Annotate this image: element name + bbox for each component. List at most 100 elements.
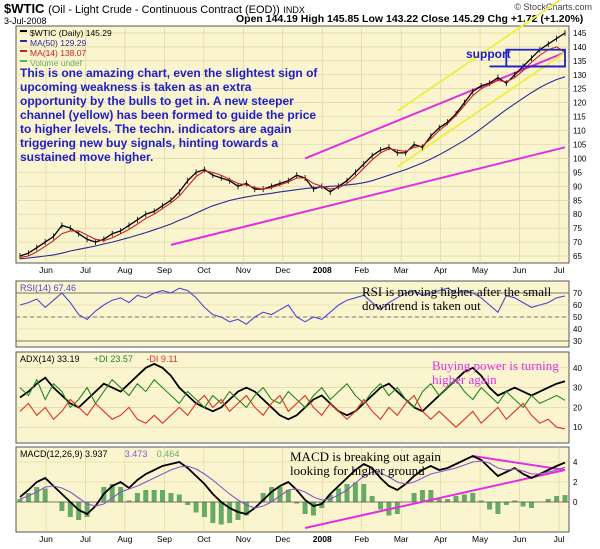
legend-entry: MA(50) 129.29 (30, 38, 86, 48)
macd-histogram-bar (352, 482, 358, 502)
x-tick-label-macd: Jun (39, 534, 53, 544)
x-tick-label-price: Jul (80, 265, 91, 275)
macd-histogram-bar (201, 502, 207, 517)
x-tick-label-price: Aug (117, 265, 132, 275)
legend-entry: 3.473 (125, 449, 148, 459)
macd-histogram-bar (361, 484, 367, 502)
y-tick-label-price: 145 (573, 29, 587, 38)
y-tick-label-rsi: 70 (573, 289, 582, 298)
macd-histogram-bar (218, 502, 224, 525)
macd-histogram-bar (294, 502, 300, 504)
trendline-upper-channel (304, 51, 566, 160)
macd-histogram-bar (445, 499, 451, 502)
macd-histogram-bar (285, 490, 291, 502)
macd-histogram-bar (470, 493, 476, 502)
x-tick-label-price: Feb (354, 265, 369, 275)
macd-histogram-bar (453, 496, 459, 502)
x-tick-label-macd: Dec (275, 534, 291, 544)
legend-entry: +DI 23.57 (94, 354, 133, 364)
x-tick-label-macd: Oct (197, 534, 211, 544)
macd-histogram-bar (512, 500, 518, 502)
x-tick-label-price: Jun (39, 265, 53, 275)
x-tick-label-macd: Jul (80, 534, 91, 544)
series-line-macd (19, 455, 566, 516)
symbol-name: (Oil - Light Crude - Continuous Contract… (48, 4, 280, 16)
x-tick-label-macd: 2008 (313, 534, 332, 544)
macd-histogram-bar (59, 502, 65, 511)
y-tick-label-price: 125 (573, 85, 587, 94)
macd-annotation: MACD is breaking out again looking for h… (290, 449, 441, 478)
x-tick-label-macd: Mar (394, 534, 409, 544)
x-tick-label-price: Jun (513, 265, 527, 275)
macd-histogram-bar (478, 500, 484, 502)
x-tick-label-price: 2008 (313, 265, 332, 275)
y-tick-label-price: 75 (573, 224, 582, 233)
adx-panel (15, 351, 570, 444)
trendline-macd-support (304, 469, 566, 529)
x-tick-label-macd: Sep (157, 534, 172, 544)
x-tick-label-macd: Feb (354, 534, 369, 544)
series-line-plus_di (19, 378, 566, 409)
y-tick-label-rsi: 30 (573, 337, 582, 346)
macd-histogram-bar (227, 502, 233, 523)
trendline-yellow-lower (396, 51, 566, 168)
y-tick-label-price: 130 (573, 71, 587, 80)
macd-histogram-bar (562, 495, 568, 502)
y-tick-label-adx: 10 (573, 423, 582, 432)
y-tick-label-price: 140 (573, 43, 587, 52)
series-line-ma50 (19, 76, 566, 260)
macd-histogram-bar (327, 494, 333, 502)
y-tick-label-price: 100 (573, 154, 587, 163)
macd-histogram-bar (151, 490, 157, 502)
macd-histogram-bar (344, 484, 350, 502)
macd-histogram-bar (378, 502, 384, 510)
macd-histogram-bar (193, 502, 199, 513)
macd-histogram-bar (25, 493, 31, 502)
trendline-macd-downtrend (472, 455, 566, 471)
symbol-title: $WTIC (Oil - Light Crude - Continuous Co… (4, 1, 305, 16)
macd-histogram-bar (17, 499, 23, 502)
legend-entry: ADX(14) 33.19 (20, 354, 80, 364)
macd-histogram-bar (310, 502, 316, 516)
y-tick-label-price: 95 (573, 168, 582, 177)
macd-histogram-bar (42, 488, 48, 502)
legend-entry: Volume undef (30, 58, 83, 68)
support-label: support (466, 47, 511, 61)
macd-histogram-bar (260, 493, 266, 502)
watermark: © StockCharts.com (514, 2, 592, 12)
trendline-lower-channel (170, 146, 566, 246)
macd-histogram-bar (185, 502, 191, 505)
macd-histogram-bar (495, 502, 501, 514)
macd-histogram-bar (487, 502, 493, 510)
macd-histogram-bar (302, 502, 308, 514)
y-tick-label-adx: 20 (573, 403, 582, 412)
chart-date: 3-Jul-2008 (4, 16, 47, 26)
x-tick-label-macd: Jun (513, 534, 527, 544)
legend-entry: MA(14) 138.07 (30, 48, 86, 58)
y-tick-label-price: 80 (573, 210, 582, 219)
x-tick-label-macd: Jul (554, 534, 565, 544)
x-tick-label-price: Dec (275, 265, 291, 275)
macd-histogram-bar (319, 502, 325, 508)
x-tick-label-price: Sep (157, 265, 172, 275)
y-tick-label-price: 135 (573, 57, 587, 66)
macd-histogram-bar (411, 493, 417, 502)
macd-histogram-bar (134, 493, 140, 502)
ohlc-line: Open 144.19 High 145.85 Low 143.22 Close… (236, 13, 584, 25)
series-line-adx (19, 362, 566, 421)
series-line-ma14 (19, 46, 566, 258)
macd-histogram-bar (269, 487, 275, 502)
legend-entry: MACD(12,26,9) 3.937 (20, 449, 108, 459)
rsi-annotation: RSI is moving higher after the small dow… (362, 284, 552, 313)
macd-histogram-bar (428, 490, 434, 502)
rsi-panel (15, 280, 570, 348)
series-line-rsi (19, 287, 566, 325)
macd-histogram-bar (243, 502, 249, 516)
y-tick-label-price: 120 (573, 99, 587, 108)
y-tick-label-macd: 4 (573, 458, 578, 467)
x-tick-label-price: May (472, 265, 489, 275)
x-tick-label-price: Oct (197, 265, 211, 275)
x-tick-label-price: Nov (236, 265, 252, 275)
y-tick-label-rsi: 40 (573, 325, 582, 334)
macd-histogram-bar (176, 494, 182, 502)
